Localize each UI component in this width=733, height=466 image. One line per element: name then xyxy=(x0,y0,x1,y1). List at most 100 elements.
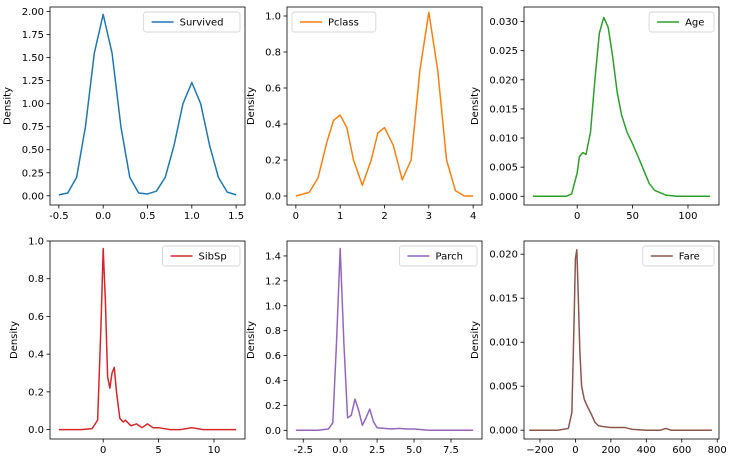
legend-label: Age xyxy=(685,18,704,29)
y-tick-label: 0.8 xyxy=(265,326,281,337)
x-tick-label: 4 xyxy=(470,211,476,222)
y-tick-label: 0.020 xyxy=(489,75,518,86)
x-tick-label: -0.5 xyxy=(49,211,69,222)
y-axis-label: Density xyxy=(470,321,481,359)
x-tick-label: 600 xyxy=(672,445,691,456)
y-tick-label: 0.2 xyxy=(265,156,281,167)
y-tick-label: 0.4 xyxy=(28,350,44,361)
y-tick-label: 0.0 xyxy=(265,426,281,437)
y-tick-label: 1.0 xyxy=(28,237,44,248)
x-tick-label: 1.5 xyxy=(228,211,244,222)
subplot-age: 0 50 100 0.000 0.005 0.010 0.015 0.020 0.025 0.03… xyxy=(470,6,720,222)
y-tick-label: 0.2 xyxy=(265,401,281,412)
legend: Fare xyxy=(642,245,715,267)
y-tick-label: 0.0 xyxy=(28,425,44,436)
y-tick-label: 0.0 xyxy=(265,192,281,203)
density-line-age xyxy=(532,16,711,198)
density-line-parch xyxy=(295,247,474,432)
legend-label: Parch xyxy=(436,252,463,263)
legend-box xyxy=(291,11,377,33)
y-tick-label: 0.6 xyxy=(265,351,281,362)
y-tick-label: 0.8 xyxy=(265,48,281,59)
y-axis-label: Density xyxy=(2,87,13,125)
legend-box xyxy=(648,11,715,33)
y-tick-label: 1.2 xyxy=(265,276,281,287)
subplot-survived: -0.5 0.0 0.5 1.0 1.5 0.00 0.25 0.50 0.75 1.00 1.25… xyxy=(2,6,246,222)
x-tick-label: 10 xyxy=(208,445,221,456)
x-tick-label: 7.5 xyxy=(443,445,459,456)
legend-label: SibSp xyxy=(199,252,227,263)
y-tick-label: 0.005 xyxy=(489,382,518,393)
y-axis-label: Density xyxy=(470,87,481,125)
y-tick-label: 1.75 xyxy=(22,30,44,41)
y-tick-label: 0.8 xyxy=(28,274,44,285)
x-tick-label: 0 xyxy=(293,211,299,222)
axes-frame xyxy=(286,240,483,440)
y-tick-label: 0.50 xyxy=(22,145,44,156)
legend-box xyxy=(143,11,241,33)
x-tick-label: 50 xyxy=(626,211,639,222)
x-tick-label: -2.5 xyxy=(293,445,313,456)
x-tick-label: −200 xyxy=(526,445,553,456)
legend: Age xyxy=(648,11,715,33)
y-tick-label: 0.020 xyxy=(489,250,518,261)
x-tick-label: 2 xyxy=(381,211,387,222)
x-tick-label: 0.0 xyxy=(95,211,111,222)
density-line-pclass xyxy=(295,11,474,197)
legend-label: Survived xyxy=(180,18,224,29)
y-tick-label: 0.4 xyxy=(265,120,281,131)
density-line-sibsp xyxy=(58,247,237,431)
y-axis-label: Density xyxy=(9,321,20,359)
y-tick-label: 0.000 xyxy=(489,192,518,203)
legend-box xyxy=(642,245,715,267)
legend: Parch xyxy=(399,245,478,267)
x-tick-label: 1.0 xyxy=(184,211,200,222)
y-tick-label: 1.4 xyxy=(265,251,281,262)
y-tick-label: 0.6 xyxy=(265,84,281,95)
y-tick-label: 0.015 xyxy=(489,104,518,115)
axes-frame xyxy=(286,6,483,206)
y-tick-label: 0.25 xyxy=(22,168,44,179)
x-tick-label: 0.0 xyxy=(332,445,348,456)
y-tick-label: 1.25 xyxy=(22,76,44,87)
legend: SibSp xyxy=(162,245,241,267)
y-tick-label: 0.015 xyxy=(489,294,518,305)
x-tick-label: 0 xyxy=(572,445,578,456)
legend-label: Fare xyxy=(679,252,700,263)
legend-box xyxy=(399,245,478,267)
x-tick-label: 200 xyxy=(601,445,620,456)
subplot-parch: -2.5 0.0 2.5 5.0 7.5 0.0 0.2 0.4 0.6 0.8 1.0 1.2 1.4… xyxy=(246,240,483,456)
x-tick-label: 5 xyxy=(155,445,161,456)
x-tick-label: 5.0 xyxy=(406,445,422,456)
y-tick-label: 0.6 xyxy=(28,312,44,323)
axes-frame xyxy=(49,6,246,206)
subplot-fare: −200 0 200 400 600 800 0.000 0.005 0.010 0.015 0.0… xyxy=(470,240,727,456)
x-tick-label: 0 xyxy=(574,211,580,222)
subplot-pclass: 0 1 2 3 4 0.0 0.2 0.4 0.6 0.8 1.0 Density Pclass xyxy=(246,6,483,222)
subplot-sibsp: 0 5 10 0.0 0.2 0.4 0.6 0.8 1.0 Density SibSp xyxy=(9,237,246,456)
y-tick-label: 2.00 xyxy=(22,7,44,18)
y-tick-label: 1.0 xyxy=(265,301,281,312)
y-tick-label: 0.030 xyxy=(489,17,518,28)
x-tick-label: 100 xyxy=(678,211,697,222)
density-line-survived xyxy=(58,13,237,196)
y-tick-label: 0.4 xyxy=(265,376,281,387)
y-axis-label: Density xyxy=(246,321,257,359)
y-tick-label: 1.50 xyxy=(22,53,44,64)
x-tick-label: 0 xyxy=(100,445,106,456)
y-tick-label: 0.010 xyxy=(489,338,518,349)
x-tick-label: 800 xyxy=(708,445,727,456)
y-tick-label: 1.00 xyxy=(22,99,44,110)
legend-box xyxy=(162,245,241,267)
x-tick-label: 400 xyxy=(637,445,656,456)
y-tick-label: 0.025 xyxy=(489,46,518,57)
x-tick-label: 3 xyxy=(426,211,432,222)
y-axis-label: Density xyxy=(246,87,257,125)
density-line-fare xyxy=(529,249,712,431)
x-tick-label: 1 xyxy=(337,211,343,222)
x-tick-label: 2.5 xyxy=(369,445,385,456)
axes-frame xyxy=(523,240,720,440)
legend-label: Pclass xyxy=(328,18,359,29)
legend: Survived xyxy=(143,11,241,33)
